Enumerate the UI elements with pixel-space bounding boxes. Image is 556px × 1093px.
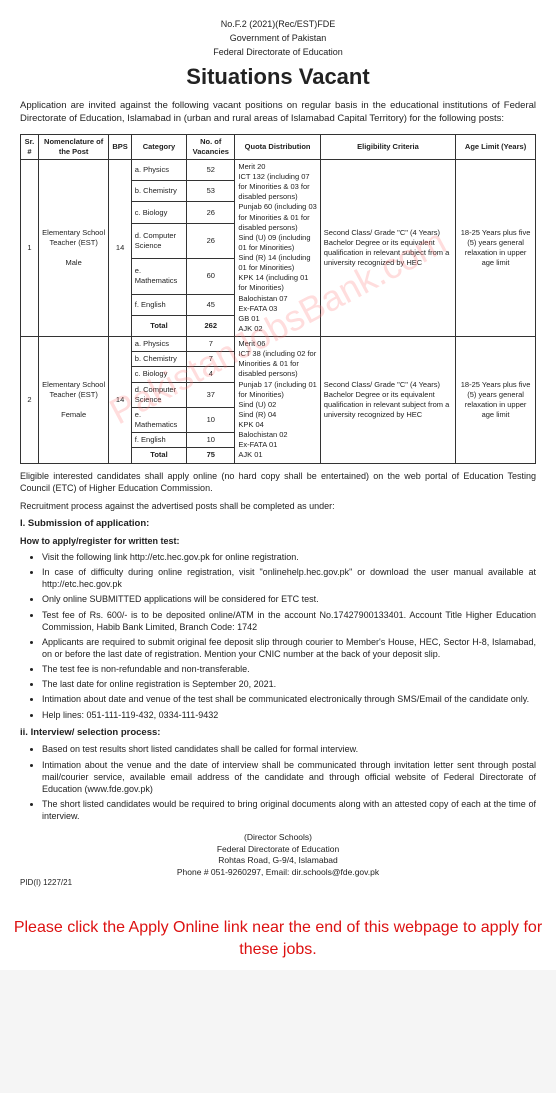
section-heading: Interview/ selection process: [31, 727, 161, 738]
category-cell: e. Mathematics [131, 259, 186, 294]
category-cell: a. Physics [131, 337, 186, 352]
eligibility-cell: Second Class/ Grade "C" (4 Years) Bachel… [320, 337, 455, 464]
submission-bullets: Visit the following link http://etc.hec.… [20, 551, 536, 721]
table-column-header: Age Limit (Years) [456, 134, 536, 159]
age-cell: 18-25 Years plus five (5) years general … [456, 159, 536, 336]
table-row: 1Elementary School Teacher (EST)Male14a.… [21, 159, 536, 180]
document-page: PakistanJobsBank.com No.F.2 (2021)(Rec/E… [0, 0, 556, 907]
posts-table: Sr. #Nomenclature of the PostBPSCategory… [20, 134, 536, 464]
quota-cell: Merit 20 ICT 132 (including 07 for Minor… [235, 159, 320, 336]
total-label-cell: Total [131, 448, 186, 463]
category-cell: c. Biology [131, 202, 186, 223]
table-column-header: Nomenclature of the Post [38, 134, 108, 159]
category-cell: d. Computer Science [131, 223, 186, 258]
bps-cell: 14 [109, 159, 131, 336]
vacancy-cell: 52 [187, 159, 235, 180]
interview-section: ii. Interview/ selection process: Based … [20, 727, 536, 823]
category-cell: e. Mathematics [131, 407, 186, 432]
sr-cell: 2 [21, 337, 39, 464]
footer-signer: (Director Schools) [20, 832, 536, 843]
sub-heading: How to apply/register for written test: [20, 535, 536, 547]
table-column-header: Category [131, 134, 186, 159]
category-cell: d. Computer Science [131, 382, 186, 407]
vacancy-cell: 60 [187, 259, 235, 294]
vacancy-cell: 53 [187, 181, 235, 202]
sr-cell: 1 [21, 159, 39, 336]
interview-bullets: Based on test results short listed candi… [20, 743, 536, 822]
pid-code: PID(I) 1227/21 [20, 878, 536, 889]
vacancy-cell: 45 [187, 294, 235, 315]
table-column-header: BPS [109, 134, 131, 159]
list-item: The short listed candidates would be req… [42, 798, 536, 822]
footer-block: (Director Schools) Federal Directorate o… [20, 832, 536, 878]
list-item: Intimation about date and venue of the t… [42, 693, 536, 705]
intro-paragraph: Application are invited against the foll… [20, 100, 536, 126]
department-line: Federal Directorate of Education [20, 46, 536, 58]
eligibility-note: Eligible interested candidates shall app… [20, 470, 536, 494]
list-item: In case of difficulty during online regi… [42, 566, 536, 590]
total-label-cell: Total [131, 315, 186, 336]
footer-org: Federal Directorate of Education [20, 844, 536, 855]
category-cell: a. Physics [131, 159, 186, 180]
quota-cell: Merit 06 ICT 38 (including 02 for Minori… [235, 337, 320, 464]
vacancy-cell: 26 [187, 223, 235, 258]
page-title: Situations Vacant [20, 62, 536, 92]
section-number: I. [20, 518, 25, 529]
table-column-header: Eligibility Criteria [320, 134, 455, 159]
list-item: Visit the following link http://etc.hec.… [42, 551, 536, 563]
category-cell: f. English [131, 433, 186, 448]
list-item: The last date for online registration is… [42, 678, 536, 690]
vacancy-cell: 37 [187, 382, 235, 407]
total-value-cell: 75 [187, 448, 235, 463]
age-cell: 18-25 Years plus five (5) years general … [456, 337, 536, 464]
government-line: Government of Pakistan [20, 32, 536, 44]
list-item: Test fee of Rs. 600/- is to be deposited… [42, 609, 536, 633]
doc-number: No.F.2 (2021)(Rec/EST)FDE [20, 18, 536, 30]
post-cell: Elementary School Teacher (EST)Male [38, 159, 108, 336]
vacancy-cell: 7 [187, 352, 235, 367]
section-number: ii. [20, 727, 28, 738]
list-item: The test fee is non-refundable and non-t… [42, 663, 536, 675]
eligibility-cell: Second Class/ Grade "C" (4 Years) Bachel… [320, 159, 455, 336]
apply-online-banner: Please click the Apply Online link near … [0, 907, 556, 970]
table-row: 2Elementary School Teacher (EST)Female14… [21, 337, 536, 352]
category-cell: b. Chemistry [131, 181, 186, 202]
submission-section: I. Submission of application: How to app… [20, 518, 536, 721]
bps-cell: 14 [109, 337, 131, 464]
vacancy-cell: 4 [187, 367, 235, 382]
table-column-header: No. of Vacancies [187, 134, 235, 159]
list-item: Only online SUBMITTED applications will … [42, 593, 536, 605]
table-column-header: Sr. # [21, 134, 39, 159]
list-item: Help lines: 051-111-119-432, 0334-111-94… [42, 709, 536, 721]
table-header: Sr. #Nomenclature of the PostBPSCategory… [21, 134, 536, 159]
footer-address: Rohtas Road, G-9/4, Islamabad [20, 855, 536, 866]
post-cell: Elementary School Teacher (EST)Female [38, 337, 108, 464]
category-cell: b. Chemistry [131, 352, 186, 367]
total-value-cell: 262 [187, 315, 235, 336]
category-cell: c. Biology [131, 367, 186, 382]
vacancy-cell: 10 [187, 433, 235, 448]
category-cell: f. English [131, 294, 186, 315]
list-item: Intimation about the venue and the date … [42, 759, 536, 795]
vacancy-cell: 7 [187, 337, 235, 352]
footer-contact: Phone # 051-9260297, Email: dir.schools@… [20, 867, 536, 878]
vacancy-cell: 26 [187, 202, 235, 223]
list-item: Applicants are required to submit origin… [42, 636, 536, 660]
vacancy-cell: 10 [187, 407, 235, 432]
section-heading: Submission of application: [28, 518, 149, 529]
list-item: Based on test results short listed candi… [42, 743, 536, 755]
table-column-header: Quota Distribution [235, 134, 320, 159]
recruitment-note: Recruitment process against the advertis… [20, 500, 536, 512]
